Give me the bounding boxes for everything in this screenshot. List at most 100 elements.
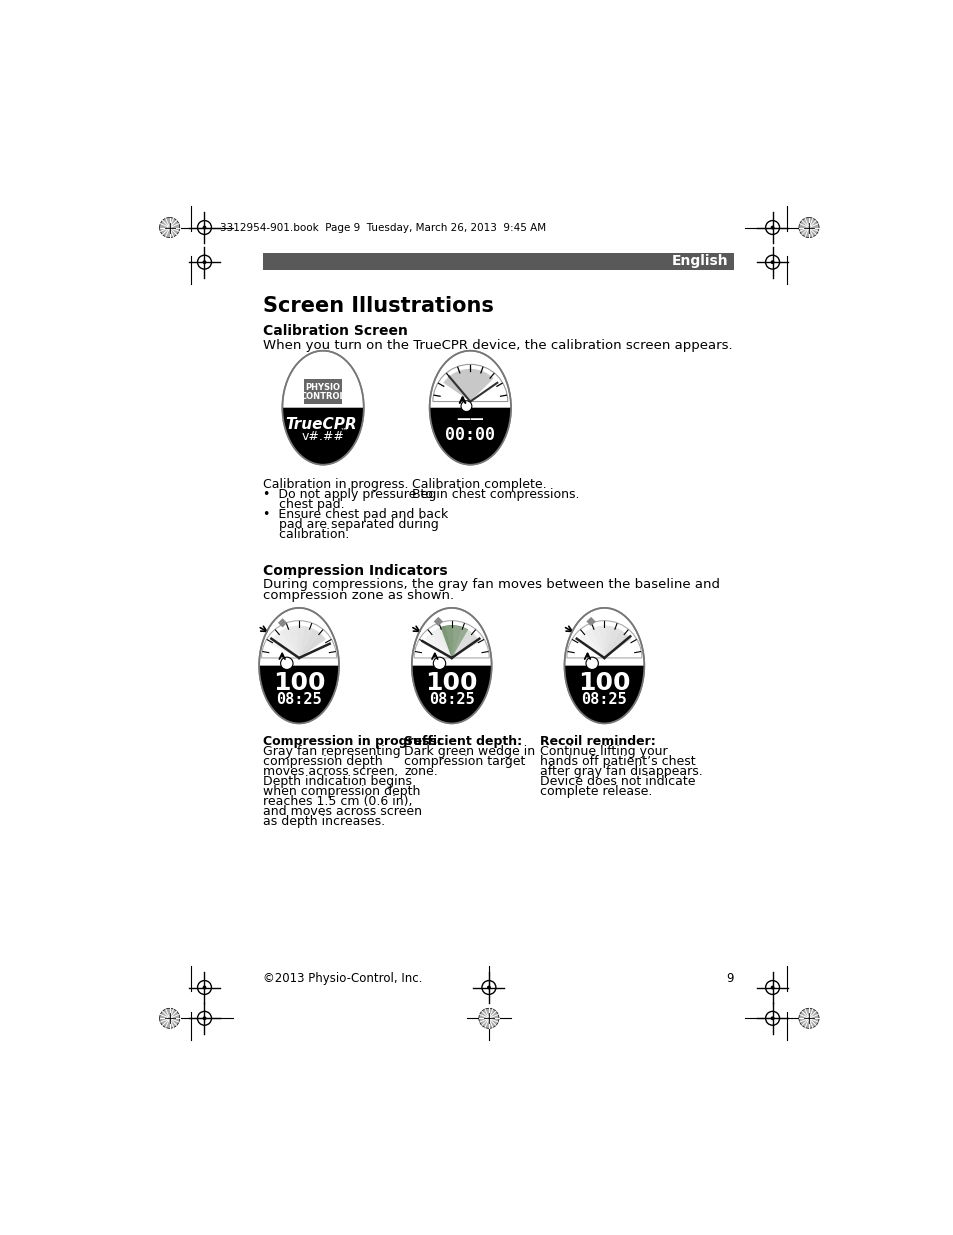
Text: Depth indication begins: Depth indication begins — [262, 776, 411, 788]
Wedge shape — [604, 630, 625, 658]
Text: 100: 100 — [578, 671, 630, 694]
Circle shape — [159, 1008, 179, 1029]
Text: Compression Indicators: Compression Indicators — [262, 564, 447, 578]
Polygon shape — [429, 408, 511, 464]
Polygon shape — [259, 666, 338, 724]
Text: PHYSIO: PHYSIO — [305, 383, 340, 393]
Ellipse shape — [259, 608, 338, 724]
Text: Screen Illustrations: Screen Illustrations — [262, 296, 493, 316]
Text: compression zone as shown.: compression zone as shown. — [262, 589, 454, 601]
Text: Calibration Screen: Calibration Screen — [262, 324, 407, 337]
Text: CONTROL: CONTROL — [300, 393, 345, 401]
Wedge shape — [604, 626, 613, 658]
Circle shape — [202, 1016, 206, 1020]
Wedge shape — [298, 629, 319, 658]
Polygon shape — [282, 408, 363, 464]
Wedge shape — [274, 631, 298, 658]
Text: v#.##: v#.## — [301, 431, 344, 443]
Text: 3312954-901.book  Page 9  Tuesday, March 26, 2013  9:45 AM: 3312954-901.book Page 9 Tuesday, March 2… — [220, 222, 545, 232]
Ellipse shape — [412, 608, 491, 724]
Circle shape — [486, 986, 491, 989]
Circle shape — [433, 657, 445, 669]
Text: 08:25: 08:25 — [429, 692, 474, 706]
Circle shape — [770, 1016, 774, 1020]
Wedge shape — [444, 625, 453, 658]
Wedge shape — [443, 369, 493, 401]
Text: Gray fan representing: Gray fan representing — [262, 745, 400, 758]
Text: Device does not indicate: Device does not indicate — [539, 776, 695, 788]
Wedge shape — [295, 625, 304, 658]
Text: Calibration complete.: Calibration complete. — [412, 478, 546, 490]
Wedge shape — [261, 621, 336, 658]
Text: hands off patient’s chest: hands off patient’s chest — [539, 755, 695, 768]
Polygon shape — [277, 619, 287, 627]
Text: During compressions, the gray fan moves between the baseline and: During compressions, the gray fan moves … — [262, 578, 719, 590]
Text: 08:25: 08:25 — [276, 692, 321, 706]
Text: 100: 100 — [273, 671, 325, 694]
Text: TrueCPR: TrueCPR — [285, 417, 357, 432]
Wedge shape — [452, 626, 460, 658]
Bar — [303, 379, 342, 404]
Text: chest pad.: chest pad. — [262, 498, 344, 511]
Wedge shape — [414, 621, 489, 658]
Wedge shape — [452, 635, 479, 658]
Text: and moves across screen: and moves across screen — [262, 805, 421, 818]
Text: 100: 100 — [425, 671, 477, 694]
Wedge shape — [280, 627, 298, 658]
Bar — [262, 253, 733, 270]
Text: reaches 1.5 cm (0.6 in),: reaches 1.5 cm (0.6 in), — [262, 795, 412, 808]
Circle shape — [280, 657, 293, 669]
Wedge shape — [566, 621, 641, 658]
Circle shape — [770, 986, 774, 989]
Text: 00:00: 00:00 — [445, 426, 495, 443]
Circle shape — [770, 226, 774, 230]
Text: ™: ™ — [340, 427, 348, 436]
Circle shape — [770, 261, 774, 264]
Wedge shape — [433, 364, 507, 401]
Circle shape — [798, 217, 819, 237]
Text: 9: 9 — [725, 972, 733, 986]
Wedge shape — [584, 629, 604, 658]
Circle shape — [202, 226, 206, 230]
Text: Dark green wedge in: Dark green wedge in — [404, 745, 535, 758]
Text: calibration.: calibration. — [262, 527, 349, 541]
Polygon shape — [434, 618, 442, 626]
Wedge shape — [424, 634, 452, 658]
Circle shape — [478, 1008, 498, 1029]
Wedge shape — [288, 626, 298, 658]
Wedge shape — [440, 625, 468, 658]
Wedge shape — [430, 629, 452, 658]
Text: moves across screen.: moves across screen. — [262, 764, 397, 778]
Polygon shape — [564, 666, 643, 724]
Text: English: English — [671, 254, 728, 268]
Text: Recoil reminder:: Recoil reminder: — [539, 735, 655, 748]
Circle shape — [798, 1008, 819, 1029]
Wedge shape — [452, 630, 475, 658]
Ellipse shape — [429, 351, 511, 464]
Text: ©2013 Physio-Control, Inc.: ©2013 Physio-Control, Inc. — [262, 972, 421, 986]
Wedge shape — [578, 632, 604, 658]
Text: 08:25: 08:25 — [581, 692, 626, 706]
Wedge shape — [452, 627, 468, 658]
Wedge shape — [604, 634, 631, 658]
Circle shape — [585, 657, 598, 669]
Text: •  Do not apply pressure to: • Do not apply pressure to — [262, 488, 432, 500]
Circle shape — [202, 261, 206, 264]
Wedge shape — [298, 634, 325, 658]
Text: as depth increases.: as depth increases. — [262, 815, 384, 827]
Polygon shape — [412, 666, 491, 724]
Text: Continue lifting your: Continue lifting your — [539, 745, 667, 758]
Text: Begin chest compressions.: Begin chest compressions. — [412, 488, 579, 500]
Text: zone.: zone. — [404, 764, 437, 778]
Text: Calibration in progress.: Calibration in progress. — [262, 478, 408, 490]
Text: Sufficient depth:: Sufficient depth: — [404, 735, 522, 748]
Text: •  Ensure chest pad and back: • Ensure chest pad and back — [262, 508, 447, 521]
Text: when compression depth: when compression depth — [262, 785, 419, 798]
Text: Compression in progress:: Compression in progress: — [262, 735, 441, 748]
Text: ——: —— — [456, 412, 484, 426]
Wedge shape — [591, 626, 604, 658]
Ellipse shape — [564, 608, 643, 724]
Ellipse shape — [282, 351, 363, 464]
Wedge shape — [436, 626, 452, 658]
Polygon shape — [586, 618, 595, 626]
